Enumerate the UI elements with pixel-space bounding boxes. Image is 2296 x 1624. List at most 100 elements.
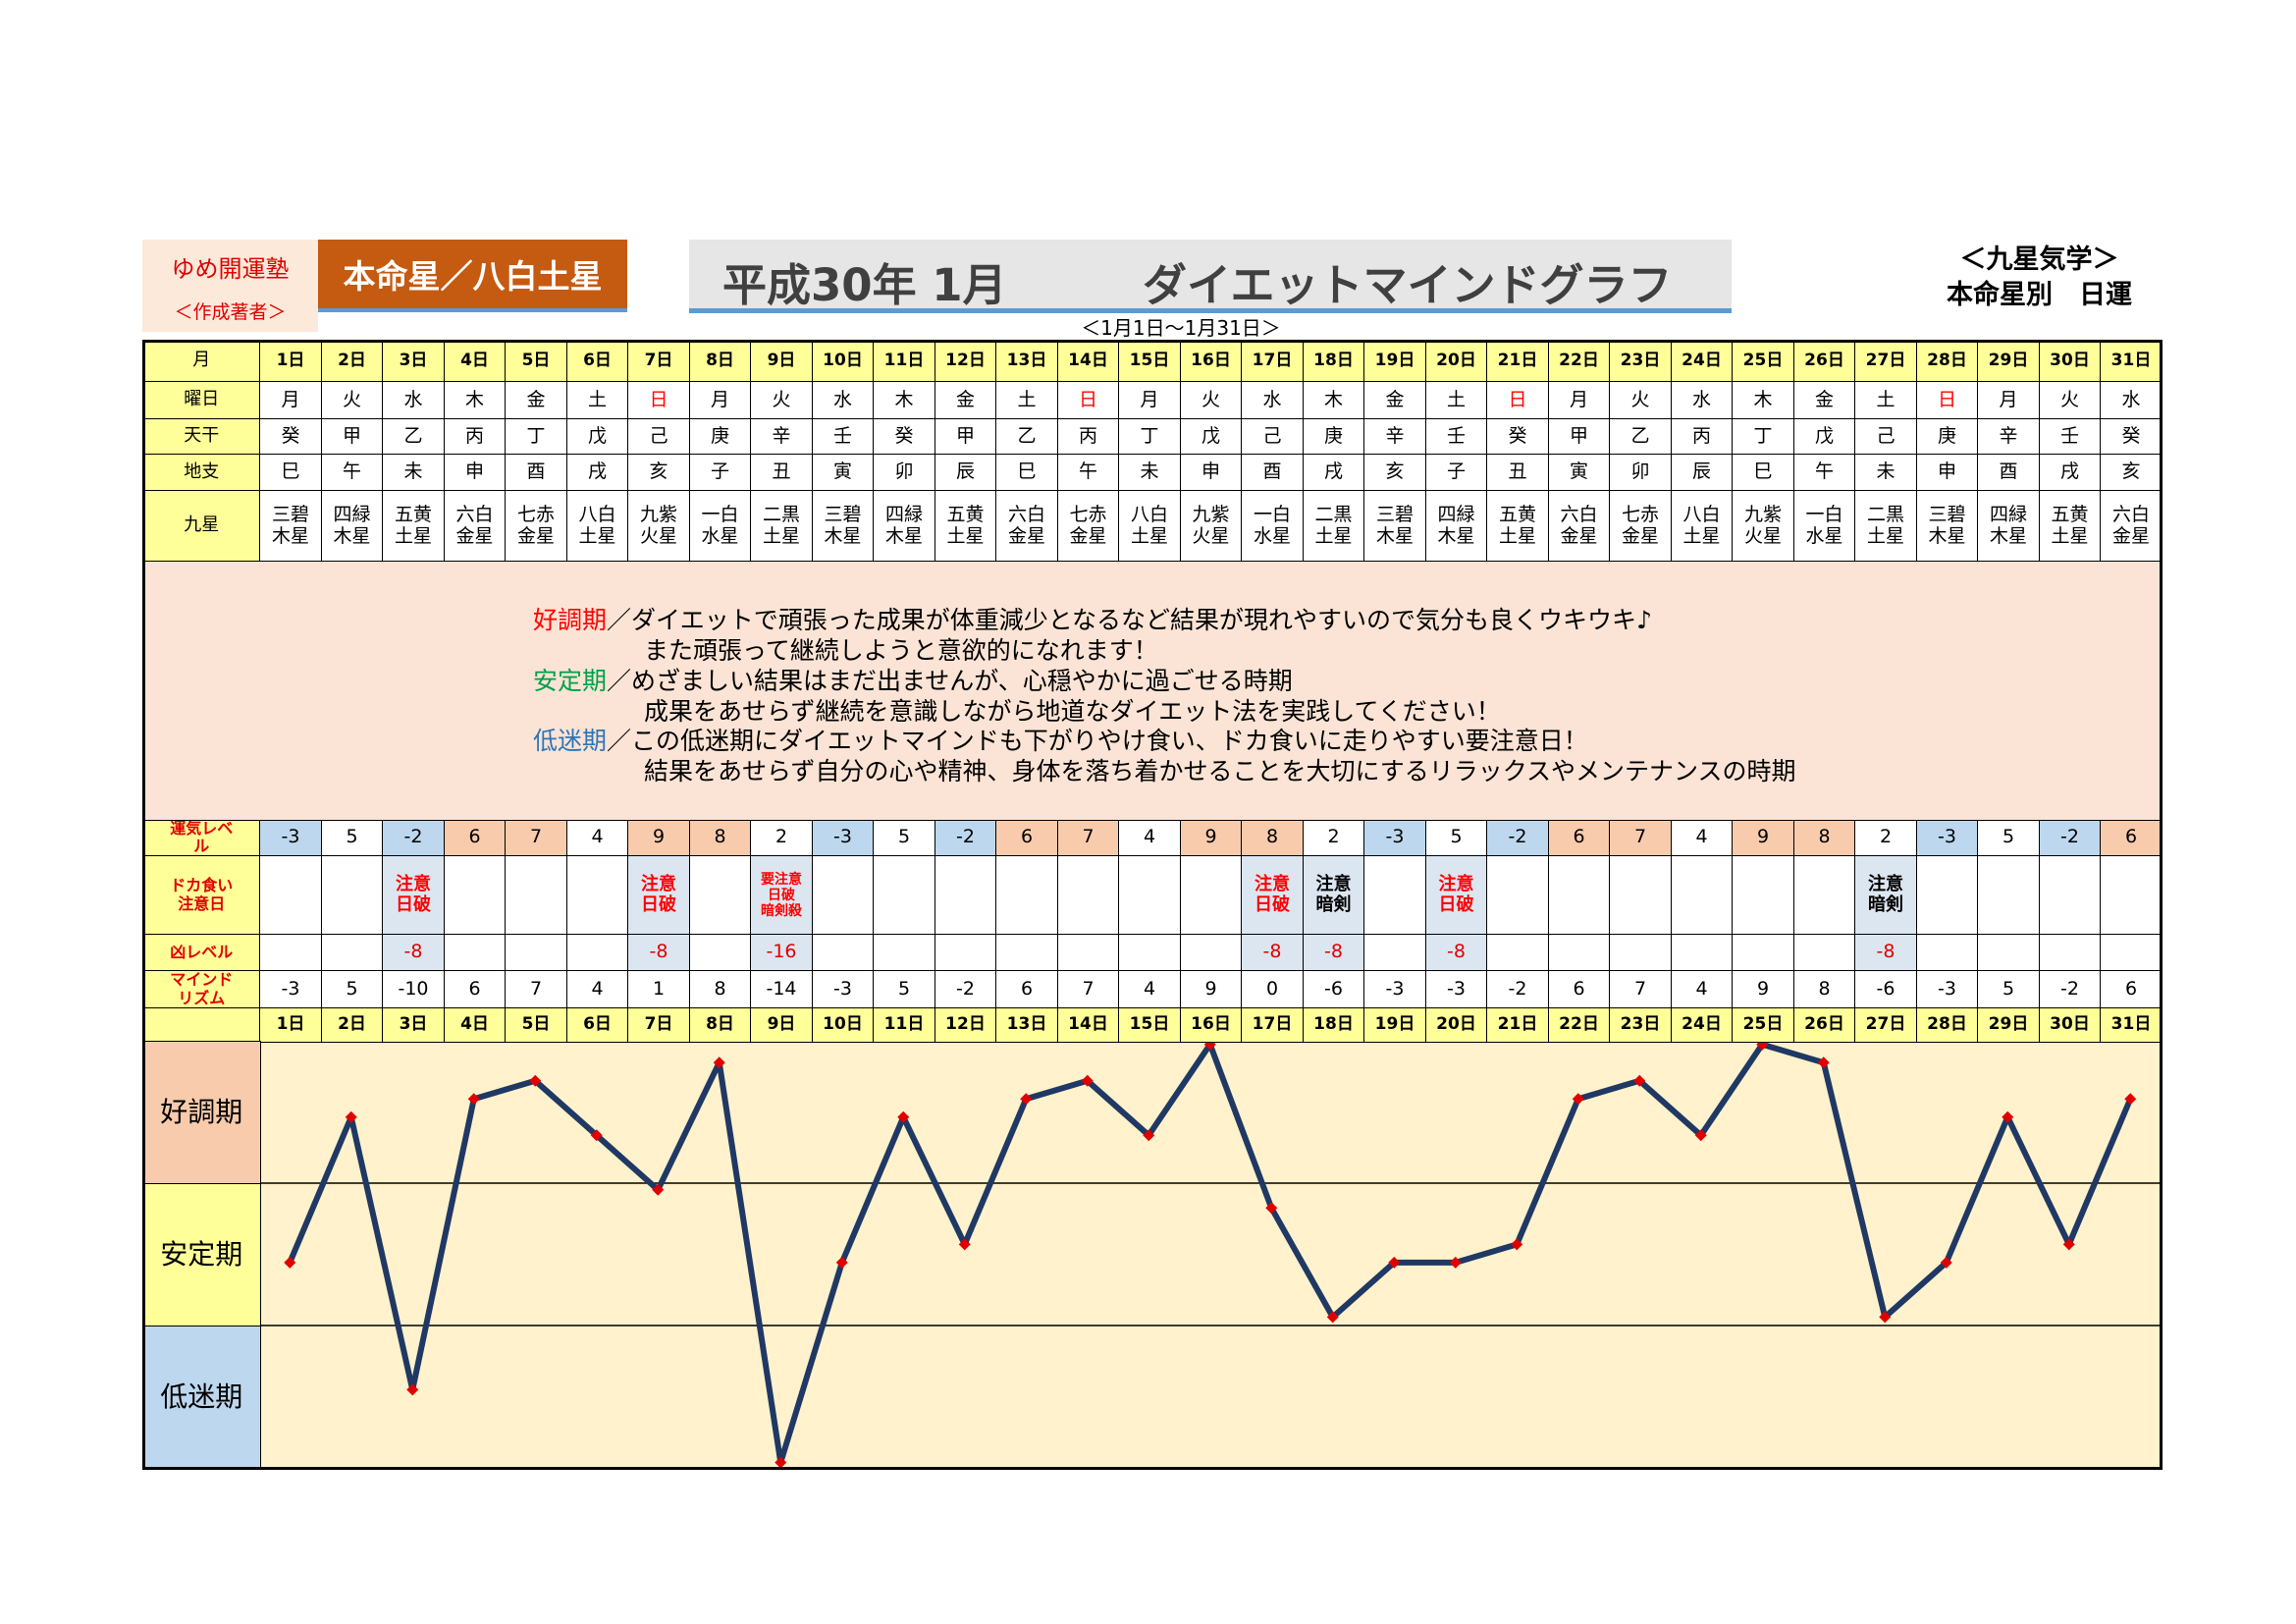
day-header: 21日 (1486, 340, 1549, 383)
luck-value: 7 (1633, 826, 1647, 848)
branch-cell: 巳 (259, 454, 322, 492)
day-label: 28日 (1927, 1013, 1967, 1034)
day-label: 14日 (1068, 1013, 1108, 1034)
day-header: 24日 (1670, 340, 1734, 383)
luck-cell: -2 (2038, 819, 2102, 857)
weekday-text: 火 (2059, 388, 2079, 410)
stem-text: 庚 (1323, 424, 1343, 447)
day-label: 8日 (706, 1013, 734, 1034)
caution-text: 注意 (1868, 874, 1903, 895)
caution-cell (811, 855, 875, 936)
day-label: 3日 (399, 1013, 428, 1034)
star-cell: 九紫火星 (1732, 490, 1794, 563)
day-header: 17日 (1241, 340, 1304, 383)
mind-value: 7 (1633, 977, 1647, 1000)
weekday-text: 土 (1876, 388, 1896, 410)
mind-value: -2 (956, 977, 975, 1000)
bad-cell: -8 (1854, 934, 1917, 972)
branch-text: 申 (1201, 460, 1220, 483)
star-text: 二黒土星 (762, 503, 800, 547)
weekday-text: 土 (1446, 388, 1466, 410)
luck-value: 5 (346, 826, 358, 848)
marker (1081, 1074, 1094, 1087)
description-line: また頑張って継続しようと意欲的になれます！ (644, 631, 1158, 667)
caution-cell (1977, 855, 2040, 936)
stem-cell: 己 (1241, 418, 1304, 456)
day-header: 9日 (750, 1007, 813, 1043)
stem-cell: 丁 (1118, 418, 1181, 456)
stem-cell: 戊 (1792, 418, 1856, 456)
branch-text: 寅 (832, 460, 852, 483)
stem-cell: 戊 (565, 418, 629, 456)
day-header: 13日 (995, 340, 1058, 383)
bad-cell (1056, 934, 1120, 972)
mind-value: 9 (1204, 977, 1217, 1000)
day-label: 18日 (1313, 350, 1354, 370)
marker (1388, 1256, 1401, 1269)
marker (2002, 1110, 2014, 1123)
caution-cell (320, 855, 384, 936)
branch-cell: 亥 (2100, 454, 2163, 492)
bad-cell (1118, 934, 1181, 972)
star-cell: 一白水星 (1792, 490, 1856, 563)
star-text: 八白土星 (578, 503, 616, 547)
day-label: 24日 (1682, 350, 1722, 370)
band-label: 安定期 (142, 1183, 261, 1327)
marker (467, 1093, 480, 1106)
stem-cell: 甲 (320, 418, 384, 456)
day-label: 15日 (1129, 350, 1170, 370)
mind-value: 7 (529, 977, 543, 1000)
luck-cell: 5 (873, 819, 935, 857)
day-header: 3日 (382, 340, 445, 383)
mind-cell: -2 (2038, 970, 2102, 1009)
luck-cell: 8 (688, 819, 752, 857)
branch-text: 辰 (955, 460, 975, 483)
branch-cell: 辰 (1670, 454, 1734, 492)
mind-value: -14 (766, 977, 797, 1000)
weekday-cell: 月 (259, 381, 322, 420)
mind-value: 6 (1020, 977, 1034, 1000)
branch-text: 巳 (1753, 460, 1773, 483)
mind-value: 9 (1756, 977, 1770, 1000)
luck-value: 8 (714, 826, 726, 848)
caution-text: 日破 (768, 887, 795, 903)
day-header: 18日 (1302, 1007, 1365, 1043)
day-header: 31日 (2100, 340, 2163, 383)
luck-value: 4 (1143, 826, 1156, 848)
day-label: 13日 (1006, 350, 1047, 370)
luck-cell: 4 (1118, 819, 1181, 857)
mind-value: 5 (897, 977, 911, 1000)
weekday-text: 日 (1078, 388, 1097, 410)
day-header: 12日 (934, 1007, 997, 1043)
bad-cell (873, 934, 935, 972)
star-cell: 五黄土星 (382, 490, 445, 563)
day-header: 17日 (1241, 1007, 1304, 1043)
stem-cell: 癸 (1486, 418, 1549, 456)
branch-text: 卯 (1630, 460, 1650, 483)
star-cell: 四緑木星 (873, 490, 935, 563)
weekday-text: 水 (832, 388, 852, 410)
mind-cell: 9 (1179, 970, 1243, 1009)
branch-text: 戌 (1323, 460, 1343, 483)
description-line: 安定期／めざましい結果はまだ出ませんが、心穏やかに過ごせる時期 (533, 662, 1293, 697)
mind-value: 8 (1818, 977, 1831, 1000)
star-cell: 五黄土星 (934, 490, 997, 563)
day-header: 19日 (1363, 340, 1426, 383)
weekday-text: 月 (1140, 388, 1159, 410)
day-header: 4日 (443, 1007, 507, 1043)
day-header: 29日 (1977, 1007, 2040, 1043)
caution-cell (1915, 855, 1979, 936)
weekday-cell: 木 (443, 381, 507, 420)
luck-cell: 8 (1241, 819, 1304, 857)
weekday-text: 月 (1569, 388, 1588, 410)
weekday-cell: 水 (811, 381, 875, 420)
marker (284, 1256, 296, 1269)
branch-cell: 未 (1854, 454, 1917, 492)
mind-cell: -10 (382, 970, 445, 1009)
caution-cell (1486, 855, 1549, 936)
marker (1511, 1238, 1523, 1251)
day-label: 7日 (644, 1013, 673, 1034)
day-header: 19日 (1363, 1007, 1426, 1043)
weekday-cell: 土 (995, 381, 1058, 420)
luck-value: 9 (652, 826, 666, 848)
